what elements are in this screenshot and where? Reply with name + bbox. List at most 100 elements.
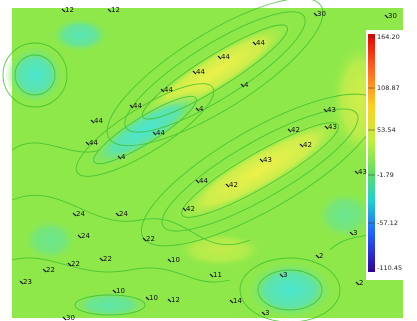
sample-point: 22	[99, 255, 112, 263]
sample-point-label: 22	[46, 266, 55, 274]
colorbar-gradient	[368, 34, 375, 272]
sample-point-label: 12	[65, 6, 74, 14]
sample-point: 2	[355, 279, 363, 287]
sample-point-label: 30	[317, 10, 326, 18]
sample-point-label: 22	[71, 260, 80, 268]
sample-point-marker	[99, 257, 104, 262]
sample-point-label: 42	[229, 181, 238, 189]
sample-point-marker	[229, 299, 234, 304]
sample-point: 3	[279, 271, 287, 279]
sample-point-label: 12	[171, 296, 180, 304]
sample-point-label: 44	[89, 139, 98, 147]
low-value-basins	[5, 17, 375, 320]
sample-point: 3	[261, 309, 269, 317]
sample-point-label: 2	[359, 279, 363, 287]
sample-point-label: 43	[328, 123, 337, 131]
colorbar-tick-label: -110.45	[377, 264, 402, 272]
sample-point: 4	[240, 81, 249, 89]
sample-point-marker	[259, 158, 264, 163]
sample-point: 14	[229, 297, 242, 305]
colorbar-tick-label: -57.12	[377, 219, 398, 227]
sample-point-label: 30	[388, 12, 397, 20]
sample-point-marker	[19, 280, 24, 285]
sample-point-marker	[167, 258, 172, 263]
sample-point: 23	[19, 278, 32, 286]
sample-point: 22	[42, 266, 55, 274]
sample-point: 4	[195, 105, 204, 113]
sample-point: 42	[182, 205, 195, 213]
sample-point-label: 44	[133, 102, 142, 110]
sample-point-label: 24	[119, 210, 128, 218]
sample-point-marker	[279, 273, 284, 278]
sample-point-marker	[42, 268, 47, 273]
sample-point: 24	[77, 232, 90, 240]
sample-point-marker	[355, 281, 360, 286]
sample-point-marker	[323, 108, 328, 113]
sample-point: 43	[323, 106, 336, 114]
sample-point-marker	[61, 8, 66, 13]
sample-point: 4	[117, 153, 126, 161]
sample-point-label: 30	[66, 314, 75, 321]
sample-point: 44	[217, 53, 230, 61]
sample-point-marker	[195, 107, 200, 112]
sample-point: 44	[252, 39, 265, 47]
sample-point-label: 4	[244, 81, 249, 89]
sample-point-marker	[117, 155, 122, 160]
sample-point: 44	[90, 117, 103, 125]
sample-point-label: 22	[103, 255, 112, 263]
sample-point: 43	[354, 168, 367, 176]
sample-point: 44	[195, 177, 208, 185]
sample-point: 42	[299, 141, 312, 149]
sample-point: 12	[61, 6, 74, 14]
sample-point-label: 3	[283, 271, 287, 279]
sample-point-marker	[115, 212, 120, 217]
sample-point-label: 3	[353, 229, 357, 237]
sample-point-label: 44	[156, 129, 165, 137]
sample-point-marker	[313, 12, 318, 17]
sample-point-label: 42	[186, 205, 195, 213]
sample-point-marker	[77, 234, 82, 239]
sample-point-label: 4	[121, 153, 126, 161]
sample-point-label: 23	[23, 278, 32, 286]
sample-point-marker	[324, 125, 329, 130]
sample-point-marker	[349, 231, 354, 236]
sample-point-marker	[384, 14, 389, 19]
sample-point-label: 44	[94, 117, 103, 125]
sample-point-label: 10	[116, 287, 125, 295]
sample-point: 42	[225, 181, 238, 189]
sample-point: 24	[115, 210, 128, 218]
sample-point-marker	[225, 183, 230, 188]
sample-point-label: 2	[319, 252, 323, 260]
sample-point-label: 14	[233, 297, 242, 305]
sample-point: 30	[62, 314, 75, 321]
sample-point-label: 44	[221, 53, 230, 61]
sample-point-label: 3	[265, 309, 269, 317]
sample-point-marker	[107, 8, 112, 13]
sample-point-marker	[315, 254, 320, 259]
sample-point: 44	[85, 139, 98, 147]
sample-point-label: 43	[327, 106, 336, 114]
sample-point: 10	[145, 294, 158, 302]
sample-point: 10	[112, 287, 125, 295]
sample-point-label: 12	[111, 6, 120, 14]
sample-point: 10	[167, 256, 180, 264]
sample-point: 22	[67, 260, 80, 268]
colorbar-tick-label: 108.87	[377, 84, 400, 92]
sample-point-label: 43	[358, 168, 367, 176]
sample-point-label: 44	[164, 86, 173, 94]
sample-point-marker	[240, 83, 245, 88]
contour-lines	[2, 0, 404, 321]
sample-point-marker	[299, 143, 304, 148]
sample-point: 44	[129, 102, 142, 110]
sample-point-marker	[252, 41, 257, 46]
colorbar-tick-label: 53.54	[377, 126, 396, 134]
sample-point-marker	[145, 296, 150, 301]
sample-point-marker	[90, 119, 95, 124]
sample-point: 43	[324, 123, 337, 131]
sample-point-marker	[354, 170, 359, 175]
sample-point: 11	[209, 271, 222, 279]
sample-point-label: 10	[171, 256, 180, 264]
